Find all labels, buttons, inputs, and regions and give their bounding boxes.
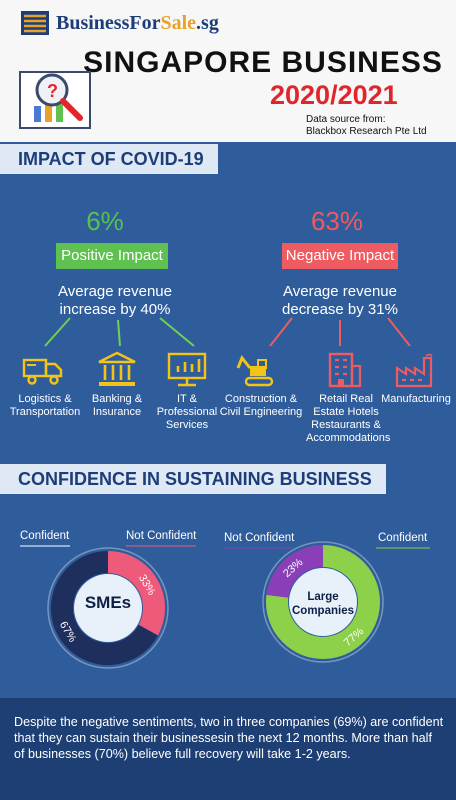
large-confident-label: Confident — [378, 532, 428, 544]
industry-manufacturing: Manufacturing — [381, 393, 451, 405]
large-outer-ring — [262, 541, 384, 663]
negative-percent: 63% — [310, 206, 364, 236]
industry-construction: Construction & Civil Engineering — [219, 393, 303, 418]
negative-desc-line2: decrease by 31% — [282, 301, 398, 318]
industry-logistics: Logistics & Transportation — [9, 393, 81, 418]
large-slice-confident — [266, 545, 380, 659]
smes-slice-not-confident — [107, 551, 165, 636]
negative-desc-line1: Average revenue — [283, 283, 397, 300]
analytics-magnifier-icon: ? — [19, 71, 91, 129]
industry-banking: Banking & Insurance — [91, 393, 143, 418]
industry-retail-real-estate: Retail Real Estate Hotels Restaurants & Acc… — [306, 393, 391, 444]
page-subtitle-year: 2020/2021 — [270, 80, 398, 110]
data-source-label: Data source from: — [306, 114, 386, 125]
section-heading-covid: IMPACT OF COVID-19 — [0, 144, 218, 174]
smes-slice-confident — [51, 551, 158, 665]
excavator-icon — [236, 355, 274, 387]
smes-donut-hole — [74, 574, 142, 642]
section-heading-confidence: CONFIDENCE IN SUSTAINING BUSINESS — [0, 464, 386, 494]
large-companies-donut-chart: 77%23% — [262, 541, 384, 663]
smes-donut-chart: 33%67% — [47, 547, 169, 669]
large-not-confident-label: Not Confident — [224, 532, 295, 544]
large-slice-not-confident — [266, 545, 324, 599]
svg-text:?: ? — [47, 81, 58, 101]
monitor-chart-icon — [167, 352, 207, 387]
large-center-label: Large Companies — [292, 591, 354, 617]
factory-icon — [395, 353, 433, 388]
positive-percent: 6% — [86, 206, 124, 236]
large-donut-hole — [289, 568, 357, 636]
smes-center-label: SMEs — [84, 593, 132, 612]
negative-impact-tag: Negative Impact — [282, 243, 398, 269]
industry-it: IT & Professional Services — [156, 393, 218, 431]
truck-icon — [22, 358, 63, 385]
logo-icon — [21, 11, 49, 35]
positive-impact-tag: Positive Impact — [56, 243, 168, 269]
footer-summary: Despite the negative sentiments, two in … — [14, 715, 444, 761]
smes-not-confident-label: Not Confident — [126, 530, 197, 542]
page-title: SINGAPORE BUSINESS — [83, 46, 443, 79]
smes-outer-ring — [47, 547, 169, 669]
positive-desc-line2: increase by 40% — [59, 301, 171, 318]
building-icon — [328, 352, 362, 388]
footer — [0, 698, 456, 800]
bank-icon — [98, 351, 136, 386]
smes-confident-label: Confident — [20, 530, 70, 542]
confidence-donut-charts: 33%67% 77%23% — [20, 541, 430, 669]
positive-desc-line1: Average revenue — [58, 283, 172, 300]
data-source-value: Blackbox Research Pte Ltd — [306, 126, 427, 137]
brand-name: BusinessForSale.sg — [56, 12, 219, 34]
